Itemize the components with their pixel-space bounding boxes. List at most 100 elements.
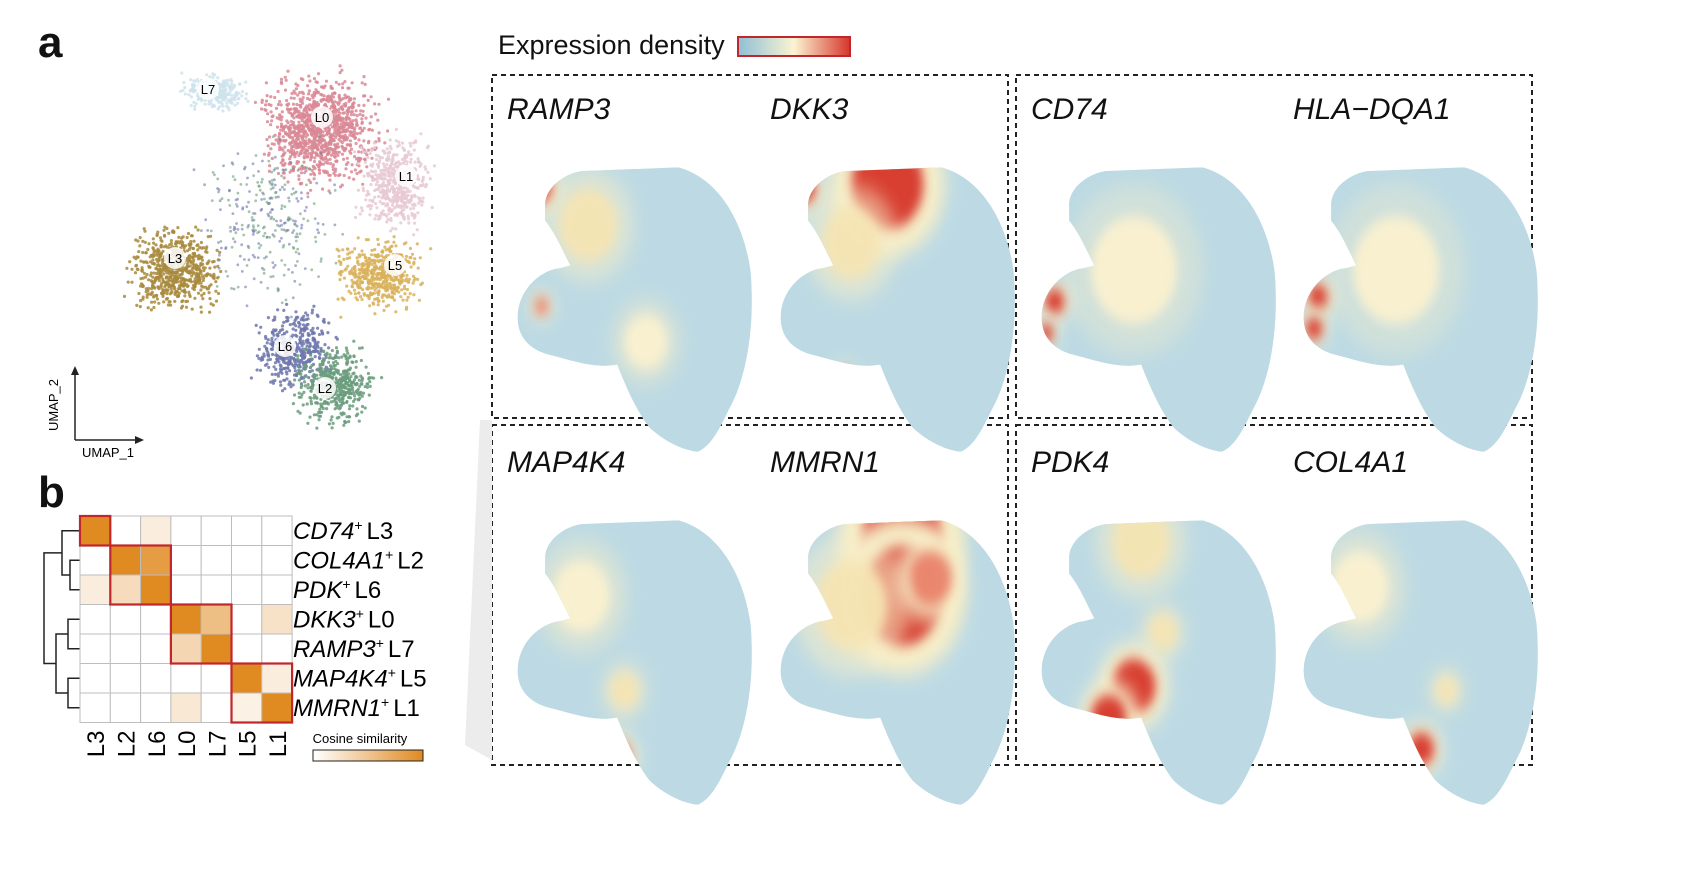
zoom-wedge — [465, 420, 492, 760]
feature-plots: RAMP3 DKK3 CD74 HLA−DQA1 MAP4K4 MMRN1 PDK4 COL4… — [507, 93, 1538, 805]
heat-cell — [170, 663, 202, 694]
umap-y-label: UMAP_2 — [46, 379, 61, 431]
column-label: L2 — [113, 731, 140, 758]
heat-cell — [261, 515, 293, 546]
heat-cell — [79, 574, 111, 605]
heat-cell — [140, 545, 172, 576]
highlight-block — [230, 662, 294, 724]
panel-b-label: b — [38, 468, 65, 517]
highlight-block — [169, 603, 233, 665]
cosine-legend-title: Cosine similarity — [313, 731, 408, 746]
heat-cell — [79, 545, 111, 576]
gene-label: RAMP3 — [507, 93, 611, 126]
gene-label: CD74 — [1031, 93, 1108, 126]
cluster-label-l2: L2 — [314, 377, 336, 399]
heat-cell — [140, 633, 172, 664]
row-label: PDK+ L6 — [293, 576, 381, 604]
panel-a-label: a — [38, 18, 63, 67]
feature-plot-hla-dqa1: HLA−DQA1 — [1293, 93, 1538, 452]
column-label: L3 — [83, 731, 110, 758]
heat-cell — [200, 692, 232, 723]
row-label: DKK3+ L0 — [293, 606, 395, 634]
column-label: L0 — [174, 731, 201, 758]
heat-cell — [109, 633, 142, 664]
heat-cell — [170, 633, 202, 664]
feature-plot-dkk3: DKK3 — [770, 93, 1015, 452]
heat-cell — [109, 604, 142, 635]
heat-cell — [261, 604, 293, 635]
density-colorbar — [737, 36, 851, 57]
feature-plot-cd74: CD74 — [1031, 93, 1276, 452]
feature-plot-mmrn1: MMRN1 — [770, 446, 1015, 805]
feature-plot-col4a1: COL4A1 — [1293, 446, 1538, 805]
feature-plot-pdk4: PDK4 — [1031, 446, 1276, 805]
cluster-label-l6: L6 — [274, 335, 296, 357]
heat-cell — [170, 604, 202, 635]
column-label: L5 — [235, 731, 262, 758]
heat-cell — [109, 692, 142, 723]
umap-cluster-labels: L7 L0 L1 L3 L5 L6 L2 — [164, 78, 417, 399]
cluster-label-l5: L5 — [384, 254, 406, 276]
gene-label: DKK3 — [770, 93, 849, 126]
heat-cell — [231, 574, 263, 605]
row-label: CD74+ L3 — [293, 517, 393, 545]
cluster-label-l7: L7 — [197, 78, 219, 100]
heat-cell — [170, 574, 202, 605]
heat-cell — [231, 515, 263, 546]
heat-cell — [109, 515, 142, 546]
heatmap-cells — [79, 515, 293, 723]
heat-cell — [109, 663, 142, 694]
heat-cell — [109, 545, 142, 576]
gene-label: MAP4K4 — [507, 446, 625, 479]
density-legend-title: Expression density — [498, 30, 725, 60]
heat-cell — [200, 604, 232, 635]
heat-cell — [200, 663, 232, 694]
heat-cell — [261, 692, 293, 723]
cluster-label-l1: L1 — [395, 165, 417, 187]
heat-cell — [231, 545, 263, 576]
heat-cell — [109, 574, 142, 605]
box-bottom-right — [1015, 424, 1533, 766]
cluster-label-l0: L0 — [311, 106, 333, 128]
heat-cell — [79, 515, 111, 546]
heat-cell — [79, 663, 111, 694]
heat-cell — [200, 633, 232, 664]
box-top-right — [1015, 74, 1533, 419]
feature-plot-map4k4: MAP4K4 — [507, 446, 752, 805]
heat-cell — [140, 692, 172, 723]
highlight-block — [78, 514, 112, 547]
heat-cell — [231, 663, 263, 694]
umap-y-arrow-icon — [71, 366, 79, 375]
gene-label: HLA−DQA1 — [1293, 93, 1451, 126]
umap-plot: L7 L0 L1 L3 L5 L6 L2 UMAP_2 UMAP_1 — [46, 64, 437, 460]
row-label: MMRN1+ L1 — [293, 694, 420, 722]
gene-label: PDK4 — [1031, 446, 1109, 479]
heatmap-column-labels: L3 L2 L6 L0 L7 L5 L1 — [83, 731, 292, 758]
cluster-label-l3: L3 — [164, 247, 186, 269]
heat-cell — [261, 574, 293, 605]
heat-cell — [140, 515, 172, 546]
heat-cell — [170, 515, 202, 546]
dendrogram — [43, 530, 80, 709]
heat-cell — [170, 545, 202, 576]
heat-cell — [170, 692, 202, 723]
heat-cell — [79, 633, 111, 664]
heat-cell — [261, 663, 293, 694]
heat-cell — [79, 692, 111, 723]
gene-label: COL4A1 — [1293, 446, 1408, 479]
heatmap-highlight-blocks — [78, 514, 294, 724]
heat-cell — [231, 604, 263, 635]
feature-plot-ramp3: RAMP3 — [507, 93, 752, 452]
heat-cell — [140, 604, 172, 635]
heat-cell — [200, 515, 232, 546]
column-label: L6 — [144, 731, 171, 758]
heat-cell — [140, 574, 172, 605]
column-label: L1 — [265, 731, 292, 758]
heat-cell — [261, 633, 293, 664]
heat-cell — [200, 545, 232, 576]
umap-x-arrow-icon — [135, 436, 144, 444]
heat-cell — [79, 604, 111, 635]
